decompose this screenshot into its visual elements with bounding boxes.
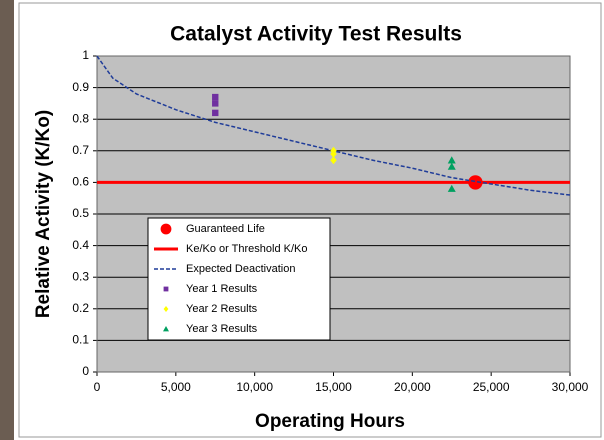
legend-label: Ke/Ko or Threshold K/Ko (186, 243, 307, 255)
marker (212, 100, 219, 107)
marker (330, 146, 337, 155)
y-tick-label: 0.6 (72, 175, 89, 189)
y-tick-label: 0.2 (72, 301, 89, 315)
legend-swatch (160, 223, 172, 235)
y-tick-label: 0.7 (72, 143, 89, 157)
legend-label: Guaranteed Life (186, 223, 265, 235)
x-tick-label: 0 (94, 380, 101, 394)
y-tick-label: 0.3 (72, 269, 89, 283)
photo-edge (0, 0, 14, 440)
x-tick-label: 30,000 (552, 380, 589, 394)
y-tick-label: 0.8 (72, 111, 89, 125)
marker (447, 156, 456, 164)
y-axis-title: Relative Activity (K/Ko) (33, 110, 54, 318)
series-line (96, 55, 571, 196)
y-tick-label: 0.4 (72, 238, 89, 252)
marker (330, 156, 337, 165)
chart-title: Catalyst Activity Test Results (170, 23, 462, 46)
x-tick-label: 20,000 (394, 380, 431, 394)
x-tick-label: 10,000 (236, 380, 273, 394)
legend-box (147, 217, 331, 341)
x-tick-label: 25,000 (473, 380, 510, 394)
y-tick-label: 0.5 (72, 206, 89, 220)
y-tick-label: 0.1 (72, 333, 89, 347)
legend-swatch (163, 286, 169, 292)
x-tick-label: 5,000 (161, 380, 191, 394)
marker (212, 109, 219, 117)
x-axis-title: Operating Hours (255, 411, 405, 432)
legend-swatch (163, 306, 169, 312)
y-tick-label: 1 (82, 48, 89, 62)
plot-border (96, 55, 571, 373)
legend-label: Expected Deactivation (186, 263, 295, 275)
legend-label: Year 1 Results (186, 283, 258, 295)
legend-label: Year 2 Results (186, 303, 258, 315)
y-tick-label: 0 (82, 364, 89, 378)
x-tick-label: 15,000 (315, 380, 352, 394)
marker (212, 93, 219, 101)
legend-swatch (163, 326, 169, 332)
marker (447, 184, 456, 192)
marker (447, 162, 456, 170)
y-tick-label: 0.9 (72, 80, 89, 94)
legend-label: Year 3 Results (186, 323, 258, 335)
